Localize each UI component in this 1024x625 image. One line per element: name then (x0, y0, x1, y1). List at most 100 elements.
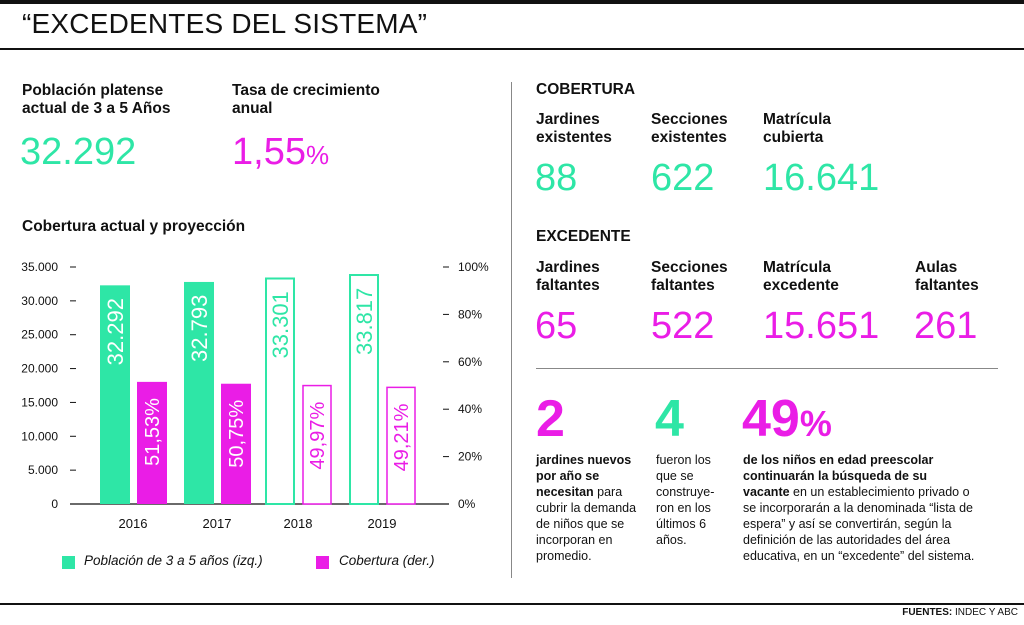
fact-line: en un establecimiento privado o (793, 485, 970, 499)
fact-line: vacante (743, 485, 790, 499)
header-bar (0, 0, 1024, 50)
right-tick-label: 100% (458, 260, 489, 274)
vertical-divider (511, 82, 512, 578)
fact-3-value: 49 (742, 390, 800, 448)
poblacion-label: Población platense actual de 3 a 5 Años (22, 82, 170, 118)
fact-line: construye- (656, 485, 715, 499)
cobertura-matricula-label: Matrícula cubierta (763, 111, 831, 147)
fact-line: incorporan en (536, 533, 613, 547)
fact-line: que se (656, 469, 694, 483)
legend-swatch-green (62, 556, 75, 569)
population-bar (100, 285, 130, 504)
category-label: 2018 (284, 516, 313, 531)
fact-2-text: fueron los que se construye- ron en los … (656, 452, 736, 548)
poblacion-value: 32.292 (20, 131, 137, 173)
tasa-label-line1: Tasa de crecimiento (232, 82, 380, 99)
legend-swatch-magenta (316, 556, 329, 569)
population-bar (184, 281, 214, 504)
fact-line: cubrir la demanda (536, 501, 637, 515)
population-value-label: 32.793 (187, 295, 212, 362)
left-tick-label: 5.000 (28, 463, 58, 477)
fact-1-text: jardines nuevos por año se necesitan par… (536, 452, 648, 564)
fact-2-number: 4 (655, 390, 684, 448)
fact-line: años. (656, 533, 687, 547)
cobertura-secciones-label: Secciones existentes (651, 111, 728, 147)
fact-3-unit: % (799, 403, 832, 444)
coverage-bar (221, 383, 251, 504)
label-line: Jardines (536, 111, 600, 128)
right-tick-label: 0% (458, 497, 476, 511)
legend-label-magenta: Cobertura (der.) (339, 553, 435, 568)
fact-line: jardines nuevos (536, 453, 632, 467)
label-line: cubierta (763, 129, 824, 146)
excedente-heading: EXCEDENTE (536, 228, 631, 245)
poblacion-label-line1: Población platense (22, 82, 164, 99)
tasa-value: 1,55% (232, 132, 329, 175)
footer-label: FUENTES: (902, 607, 953, 618)
excedente-jardines-value: 65 (535, 305, 578, 347)
tasa-label-line2: anual (232, 100, 273, 117)
left-tick-label: 35.000 (21, 260, 58, 274)
left-tick-label: 0 (51, 497, 58, 511)
footer-text: INDEC Y ABC (955, 607, 1018, 618)
excedente-secciones-label: Secciones faltantes (651, 259, 728, 295)
poblacion-label-line2: actual de 3 a 5 Años (22, 100, 171, 117)
label-line: faltantes (651, 277, 715, 294)
cobertura-matricula-value: 16.641 (763, 157, 880, 199)
fact-line: fueron los (656, 453, 711, 467)
excedente-jardines-label: Jardines faltantes (536, 259, 600, 295)
chart-title: Cobertura actual y proyección (22, 218, 246, 235)
excedente-matricula-value: 15.651 (763, 305, 880, 347)
left-tick-label: 15.000 (21, 395, 58, 409)
cobertura-jardines-value: 88 (535, 157, 578, 199)
fact-line: de los niños en edad preescolar (743, 453, 934, 467)
fact-line: educativa, en un “excedente” del sistema… (743, 549, 975, 563)
label-line: excedente (763, 277, 839, 294)
excedente-aulas-label: Aulas faltantes (915, 259, 979, 295)
label-line: faltantes (536, 277, 600, 294)
coverage-bar (386, 386, 416, 505)
excedente-matricula-label: Matrícula excedente (763, 259, 839, 295)
fact-line: ron en los (656, 501, 711, 515)
population-bar (349, 274, 379, 505)
left-tick-label: 30.000 (21, 294, 58, 308)
left-tick-label: 20.000 (21, 362, 58, 376)
legend-label-green: Población de 3 a 5 años (izq.) (84, 553, 263, 568)
fact-line: por año se (536, 469, 600, 483)
right-tick-label: 20% (458, 450, 482, 464)
category-label: 2016 (119, 516, 148, 531)
footer-rule (0, 603, 1024, 605)
fact-line: de niños que se (536, 517, 625, 531)
category-label: 2017 (203, 516, 232, 531)
fact-line: promedio. (536, 549, 592, 563)
label-line: existentes (536, 129, 612, 146)
cobertura-heading: COBERTURA (536, 81, 636, 98)
fact-line: últimos 6 (656, 517, 707, 531)
label-line: existentes (651, 129, 727, 146)
bar-chart: 0 5.000 10.000 15.000 20.000 25.000 30.000 35.0… (21, 260, 489, 531)
fact-line: espera” y así se convertirán, según la (743, 517, 952, 531)
population-bar (265, 277, 295, 506)
tasa-unit: % (305, 140, 330, 170)
page-title: “EXCEDENTES DEL SISTEMA” (22, 8, 428, 39)
fact-line: definición de las autoridades del área (743, 533, 951, 547)
horizontal-divider (536, 368, 998, 369)
category-label: 2019 (368, 516, 397, 531)
tasa-label: Tasa de crecimiento anual (232, 82, 380, 118)
left-tick-label: 10.000 (21, 429, 58, 443)
right-tick-label: 60% (458, 355, 482, 369)
label-line: Matrícula (763, 111, 832, 128)
right-tick-label: 40% (458, 402, 482, 416)
population-value-label: 33.301 (268, 291, 293, 358)
footer-sources: FUENTES: INDEC Y ABC (902, 607, 1018, 618)
label-line: Jardines (536, 259, 600, 276)
label-line: Aulas (915, 259, 958, 276)
fact-line: continuarán la búsqueda de su (743, 469, 928, 483)
excedente-secciones-value: 522 (651, 305, 715, 347)
fact-line: para (597, 485, 623, 499)
cobertura-secciones-value: 622 (651, 157, 715, 199)
label-line: Matrícula (763, 259, 832, 276)
label-line: Secciones (651, 259, 728, 276)
coverage-bar (137, 381, 167, 504)
right-tick-label: 80% (458, 307, 482, 321)
